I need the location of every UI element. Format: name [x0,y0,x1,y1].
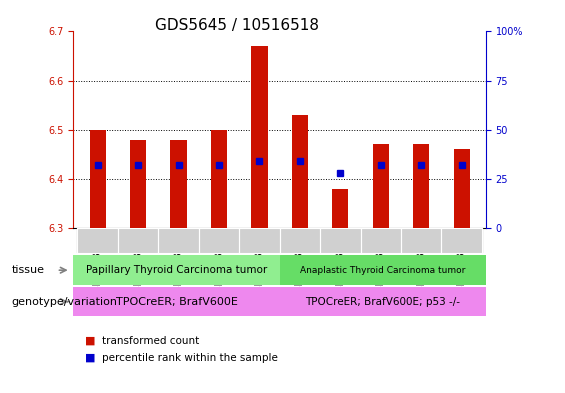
Bar [332,189,349,228]
Text: percentile rank within the sample: percentile rank within the sample [102,353,277,363]
Text: ■: ■ [85,353,95,363]
Text: TPOCreER; BrafV600E; p53 -/-: TPOCreER; BrafV600E; p53 -/- [305,297,460,307]
Text: Anaplastic Thyroid Carcinoma tumor: Anaplastic Thyroid Carcinoma tumor [300,266,466,275]
Bar [171,140,186,228]
Bar [118,228,158,253]
Bar [441,228,482,253]
Bar [413,145,429,228]
Bar [401,228,441,253]
Text: GDS5645 / 10516518: GDS5645 / 10516518 [155,18,319,33]
Bar [118,228,158,253]
Bar [373,145,389,228]
Bar [158,228,199,253]
Bar [199,228,239,253]
Bar [90,130,106,228]
Bar [239,228,280,253]
Bar [320,228,360,253]
Bar [441,228,482,253]
Bar [401,228,441,253]
Bar [239,228,280,253]
Bar [77,228,118,253]
Bar [292,115,308,228]
Bar [211,130,227,228]
Bar [360,228,401,253]
Text: TPOCreER; BrafV600E: TPOCreER; BrafV600E [116,297,237,307]
Text: tissue: tissue [11,265,44,275]
Bar [320,228,360,253]
Text: Papillary Thyroid Carcinoma tumor: Papillary Thyroid Carcinoma tumor [86,265,267,275]
Text: genotype/variation: genotype/variation [11,297,118,307]
Text: transformed count: transformed count [102,336,199,346]
Bar [360,228,401,253]
Text: ■: ■ [85,336,95,346]
Bar [158,228,199,253]
Bar [251,46,268,228]
Bar [280,228,320,253]
Bar [454,149,470,228]
Bar [77,228,118,253]
Bar [130,140,146,228]
Bar [280,228,320,253]
Bar [199,228,239,253]
